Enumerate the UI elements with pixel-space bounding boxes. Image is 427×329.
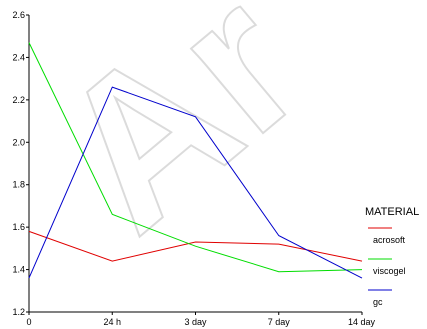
legend-title: MATERIAL: [365, 206, 419, 218]
series-line-viscogel: [28, 42, 363, 273]
x-tick-label: 3 day: [184, 317, 207, 327]
y-tick-label: 1.2: [12, 307, 25, 317]
x-tick-label: 7 day: [268, 317, 291, 327]
x-tick-label: 0: [26, 317, 31, 327]
axes: 1.2 1.4 1.6 1.8 2.0 2.2 2.4 2.6 0 24 h 3 day 7 day 1…: [12, 10, 375, 327]
y-tick-label: 1.6: [12, 222, 25, 232]
x-tick-label: 14 day: [348, 317, 376, 327]
y-tick-label: 2.2: [12, 95, 25, 105]
y-tick-label: 1.4: [12, 265, 25, 275]
y-tick-label: 2.6: [12, 10, 25, 20]
legend-label-gc: gc: [373, 297, 383, 307]
y-tick-label: 2.0: [12, 137, 25, 147]
watermark: Ar: [13, 0, 343, 274]
series-layer: [28, 42, 363, 279]
x-tick-label: 24 h: [103, 317, 121, 327]
legend: MATERIAL acrosoft viscogel gc: [365, 206, 419, 307]
legend-label-acrosoft: acrosoft: [373, 235, 406, 245]
y-tick-label: 1.8: [12, 180, 25, 190]
series-line-gc: [28, 86, 363, 279]
legend-label-viscogel: viscogel: [373, 266, 406, 276]
y-tick-label: 2.4: [12, 52, 25, 62]
